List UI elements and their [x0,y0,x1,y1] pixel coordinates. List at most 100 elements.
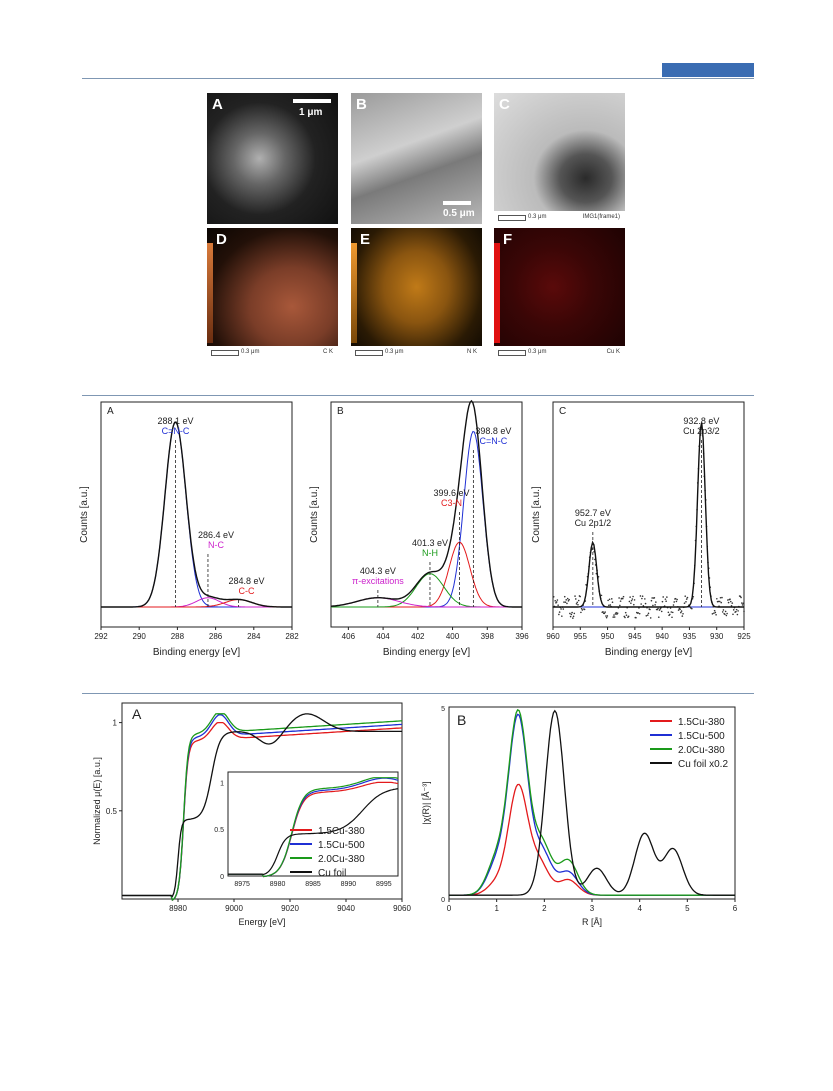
data-point [740,602,743,604]
inset-y-tick-label: 0 [220,874,224,881]
data-point [625,614,628,616]
data-point [653,597,656,599]
x-tick-label: 950 [601,632,615,641]
panel-letter: C [559,406,566,417]
x-axis-label: Binding energy [eV] [153,647,241,658]
scale-label: 1 μm [299,107,323,118]
data-point [735,608,738,611]
data-point [669,613,671,616]
scale-box [498,350,526,356]
panel-letter: D [216,231,227,248]
data-point [685,598,688,600]
data-point [563,601,565,603]
data-point [583,608,586,611]
data-point [691,607,693,610]
peak-assignment-label: N-C [208,540,224,550]
data-point [657,616,660,618]
panel-letter: A [107,406,114,417]
color-scale [494,243,500,343]
peak-energy-label: 932.8 eV [683,416,719,426]
peak-energy-label: 286.4 eV [198,530,234,540]
legend-label: 1.5Cu-500 [678,731,725,742]
data-point [679,608,681,611]
data-point [732,609,735,611]
data-point [566,602,568,605]
data-point [560,608,562,610]
x-tick-label: 0 [447,904,452,913]
data-point [579,595,581,598]
x-tick-label: 284 [247,632,261,641]
scale-caption: 0.3 μm [528,349,547,355]
x-tick-label: 400 [446,632,460,641]
data-point [722,609,725,611]
data-point [740,596,742,599]
data-point [621,597,624,600]
data-point [608,604,610,607]
data-point [577,603,579,606]
data-point [720,601,723,604]
inset-x-tick-label: 8995 [376,881,392,888]
legend-label: 1.5Cu-380 [678,717,725,728]
scale-bar [293,99,331,103]
data-point [615,611,617,614]
data-point [638,612,641,615]
data-point [622,595,625,598]
data-point [570,613,573,616]
x-tick-label: 406 [342,632,356,641]
inset-x-tick-label: 8990 [341,881,357,888]
peak-assignment-label: C=N-C [162,426,190,436]
data-point [555,601,558,603]
top-rule [82,78,754,79]
data-point [667,611,670,614]
data-point [600,594,603,597]
x-tick-label: 404 [376,632,390,641]
x-tick-label: 935 [683,632,697,641]
data-point [741,604,744,606]
data-point [604,611,606,613]
inset-x-tick-label: 8980 [270,881,286,888]
y-axis-label: |χ(R)| [Å⁻³] [421,781,431,824]
scale-caption: 0.3 μm [241,349,260,355]
data-point [715,613,717,616]
data-point [618,597,620,599]
caption-strip: 0.3 μm C K [207,346,338,359]
color-scale [351,243,357,343]
data-point [571,611,573,614]
data-point [682,612,684,615]
data-point [726,612,728,615]
data-point [725,614,728,617]
micrograph-c: C 0.3 μm IMG1(frame1) [494,93,625,224]
eds-map-cu: F 0.3 μm Cu K [494,228,625,359]
data-point [670,611,673,613]
element-caption: Cu K [606,349,620,355]
data-point [658,609,661,611]
y-tick-label: 1 [113,719,118,728]
data-point [635,616,637,619]
data-point [684,595,687,597]
data-point [619,600,622,602]
x-axis-label: Binding energy [eV] [383,647,471,658]
data-point [641,597,643,600]
data-point [614,613,617,615]
panel-letter: F [503,231,513,248]
x-tick-label: 396 [515,632,529,641]
data-point [631,598,634,600]
data-point [627,615,630,618]
legend-label: 1.5Cu-500 [318,840,365,851]
inset-y-tick-label: 0.5 [214,827,224,834]
panel-letter: B [337,406,344,417]
x-tick-label: 945 [628,632,642,641]
x-tick-label: 4 [637,904,642,913]
data-point [652,604,654,607]
y-axis-label: Counts [a.u.] [79,486,90,543]
data-point [608,598,611,601]
caption-strip: 0.3 μm Cu K [494,346,625,359]
data-point [558,611,561,613]
data-point [649,608,651,611]
data-point [567,600,570,602]
data-point [573,612,576,615]
peak-assignment-label: Cu 2p1/2 [575,518,612,528]
data-point [565,599,568,601]
data-point [554,600,557,602]
